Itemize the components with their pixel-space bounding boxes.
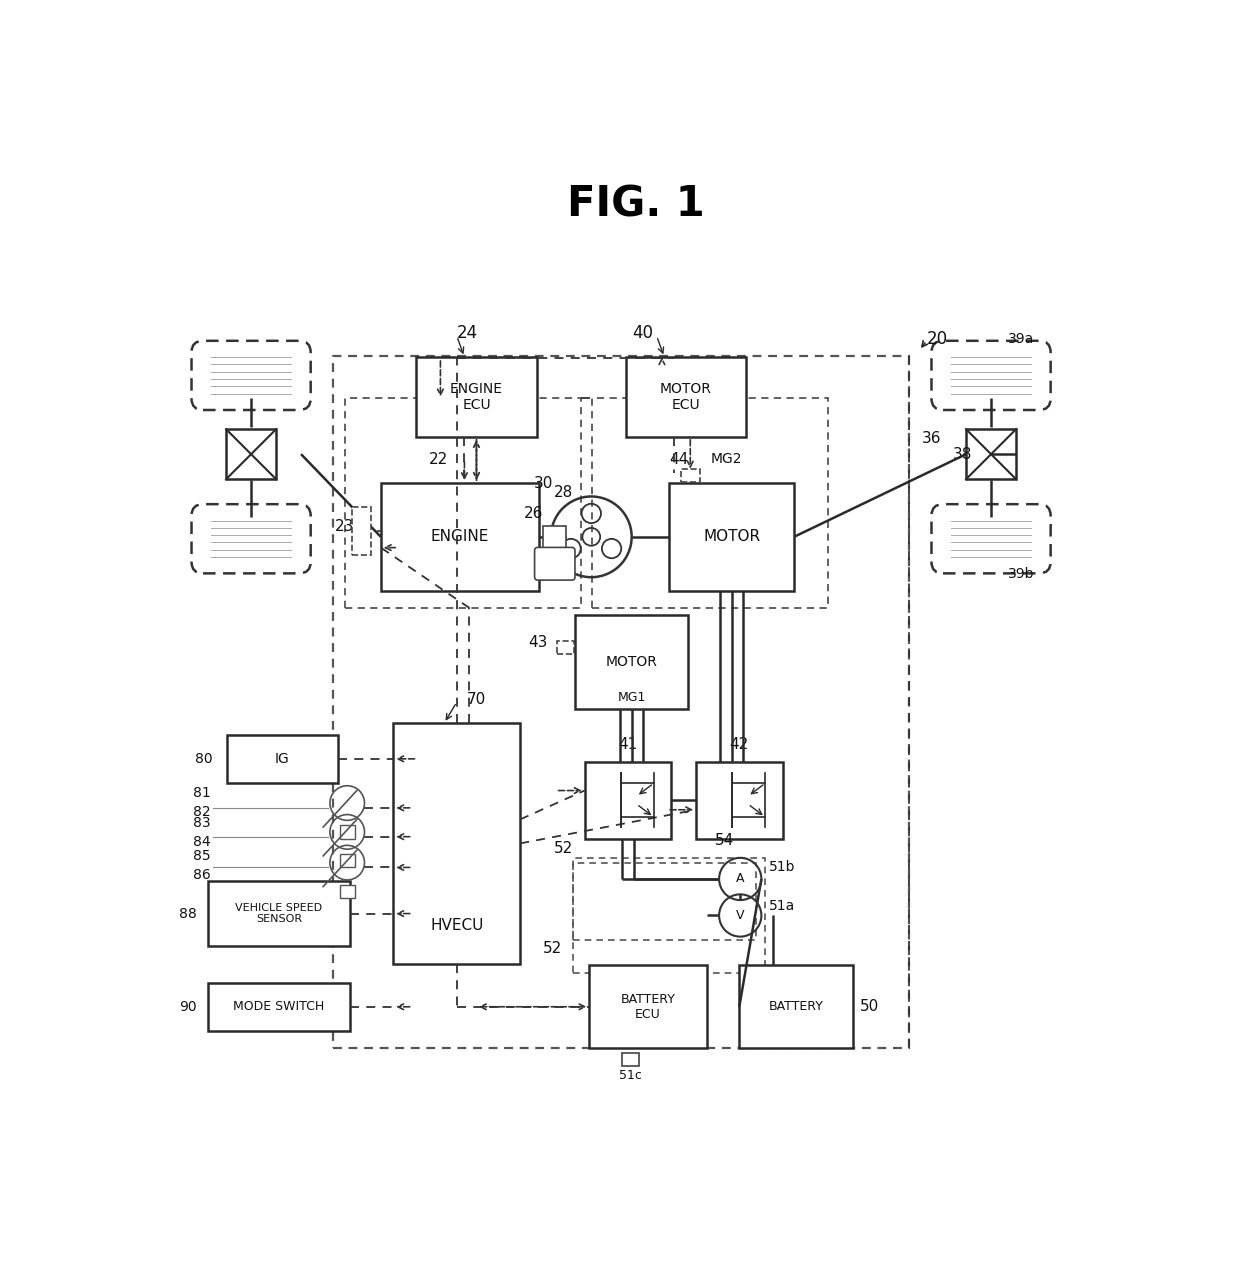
Bar	[696, 762, 782, 838]
Text: 80: 80	[195, 751, 213, 765]
Text: 51a: 51a	[769, 899, 795, 913]
FancyBboxPatch shape	[931, 340, 1050, 410]
Text: 23: 23	[335, 518, 353, 534]
Text: 81: 81	[193, 786, 211, 800]
Text: 44: 44	[670, 452, 688, 466]
FancyBboxPatch shape	[534, 548, 575, 580]
Text: 36: 36	[921, 431, 941, 447]
Bar	[381, 483, 539, 590]
Text: IG: IG	[275, 751, 290, 765]
Text: 39b: 39b	[1008, 567, 1035, 581]
Text: 43: 43	[528, 635, 548, 650]
Bar	[332, 356, 909, 1048]
Bar	[670, 483, 794, 590]
Bar	[626, 357, 746, 436]
Bar	[584, 762, 671, 838]
Text: 85: 85	[193, 849, 211, 863]
Text: 83: 83	[193, 817, 211, 831]
Text: 51c: 51c	[619, 1069, 642, 1082]
Text: 30: 30	[533, 476, 553, 492]
Text: 88: 88	[179, 906, 196, 920]
Text: 22: 22	[429, 452, 448, 466]
Bar	[340, 884, 355, 899]
Text: ENGINE
ECU: ENGINE ECU	[450, 381, 503, 412]
Text: 20: 20	[926, 330, 947, 348]
Bar	[589, 965, 707, 1048]
Text: MOTOR
ECU: MOTOR ECU	[660, 381, 712, 412]
Text: 26: 26	[523, 507, 543, 521]
Bar	[208, 983, 350, 1030]
Text: BATTERY: BATTERY	[769, 1000, 823, 1014]
Text: 40: 40	[632, 324, 653, 342]
Bar	[417, 357, 537, 436]
Text: MG1: MG1	[618, 691, 646, 704]
Bar	[557, 641, 574, 654]
Bar	[681, 468, 699, 483]
Text: MOTOR: MOTOR	[605, 655, 657, 668]
Bar	[208, 881, 350, 946]
Bar	[352, 507, 371, 556]
Text: 84: 84	[193, 836, 211, 850]
Text: 42: 42	[729, 737, 749, 751]
Text: 54: 54	[715, 833, 734, 849]
Bar	[573, 863, 755, 940]
Text: VEHICLE SPEED
SENSOR: VEHICLE SPEED SENSOR	[236, 902, 322, 924]
Text: MODE SWITCH: MODE SWITCH	[233, 1000, 325, 1014]
Text: FIG. 1: FIG. 1	[567, 183, 704, 225]
Bar	[966, 429, 1016, 479]
Bar	[739, 965, 853, 1048]
Text: 51b: 51b	[769, 860, 796, 874]
Text: 50: 50	[861, 1000, 879, 1014]
Text: HVECU: HVECU	[430, 918, 484, 933]
Bar	[575, 614, 688, 709]
FancyBboxPatch shape	[191, 504, 311, 573]
Bar	[621, 1053, 639, 1066]
Text: 90: 90	[179, 1000, 196, 1014]
Text: 38: 38	[952, 447, 972, 462]
Text: MG2: MG2	[711, 452, 743, 466]
FancyBboxPatch shape	[191, 340, 311, 410]
Bar	[340, 854, 355, 868]
Text: 52: 52	[543, 941, 563, 956]
Bar	[226, 429, 277, 479]
FancyBboxPatch shape	[931, 504, 1050, 573]
Bar	[340, 826, 355, 838]
Text: 52: 52	[554, 841, 573, 856]
Text: A: A	[737, 873, 744, 886]
Bar	[393, 723, 521, 964]
Bar	[543, 526, 567, 553]
Bar	[345, 398, 580, 608]
Text: 41: 41	[619, 737, 637, 751]
Bar	[573, 858, 765, 973]
Text: ENGINE: ENGINE	[432, 530, 490, 544]
Text: 86: 86	[193, 868, 211, 882]
Text: 24: 24	[456, 324, 477, 342]
Text: BATTERY
ECU: BATTERY ECU	[620, 993, 676, 1020]
Text: MOTOR: MOTOR	[703, 530, 760, 544]
Text: 82: 82	[193, 805, 211, 819]
Text: 39a: 39a	[1008, 332, 1034, 346]
Bar	[593, 398, 828, 608]
Text: 70: 70	[466, 691, 486, 707]
Text: V: V	[737, 909, 744, 922]
Bar	[227, 735, 337, 783]
Text: 28: 28	[554, 485, 573, 500]
